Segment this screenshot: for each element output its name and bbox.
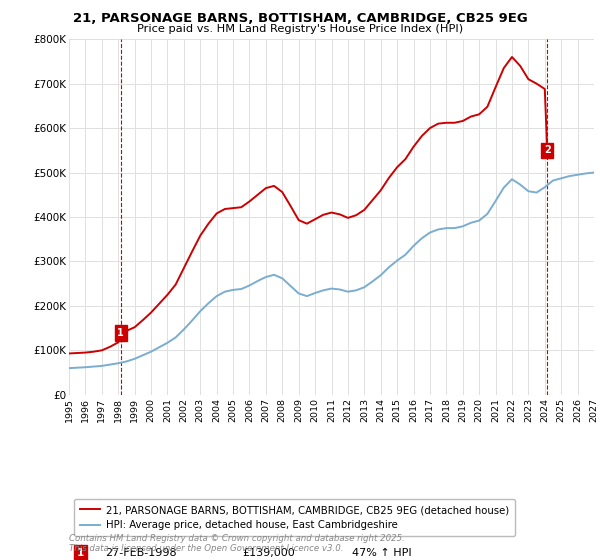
Text: £139,000: £139,000 [242, 548, 295, 558]
Text: Price paid vs. HM Land Registry's House Price Index (HPI): Price paid vs. HM Land Registry's House … [137, 24, 463, 34]
Text: 21, PARSONAGE BARNS, BOTTISHAM, CAMBRIDGE, CB25 9EG: 21, PARSONAGE BARNS, BOTTISHAM, CAMBRIDG… [73, 12, 527, 25]
Text: 1: 1 [118, 328, 124, 338]
Text: 47% ↑ HPI: 47% ↑ HPI [353, 548, 412, 558]
Text: 2: 2 [544, 146, 551, 155]
Text: 27-FEB-1998: 27-FEB-1998 [105, 548, 176, 558]
Text: Contains HM Land Registry data © Crown copyright and database right 2025.
This d: Contains HM Land Registry data © Crown c… [69, 534, 405, 553]
Legend: 21, PARSONAGE BARNS, BOTTISHAM, CAMBRIDGE, CB25 9EG (detached house), HPI: Avera: 21, PARSONAGE BARNS, BOTTISHAM, CAMBRIDG… [74, 500, 515, 536]
Text: 1: 1 [77, 548, 84, 558]
